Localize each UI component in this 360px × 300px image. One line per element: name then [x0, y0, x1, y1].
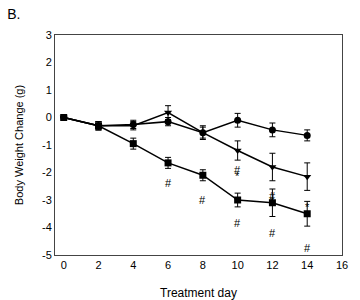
svg-text:B.: B.: [7, 6, 20, 22]
svg-text:0: 0: [61, 259, 67, 271]
svg-text:4: 4: [130, 259, 136, 271]
svg-text:12: 12: [266, 259, 278, 271]
svg-text:3: 3: [46, 29, 52, 41]
svg-text:*: *: [270, 195, 275, 207]
svg-text:#: #: [269, 190, 276, 202]
svg-text:#: #: [269, 227, 276, 239]
svg-text:16: 16: [336, 259, 348, 271]
svg-text:#: #: [234, 217, 241, 229]
svg-text:*: *: [305, 201, 310, 213]
svg-text:8: 8: [200, 259, 206, 271]
svg-text:2: 2: [46, 56, 52, 68]
svg-text:-1: -1: [42, 139, 52, 151]
svg-text:14: 14: [301, 259, 313, 271]
svg-text:0: 0: [46, 111, 52, 123]
svg-text:-2: -2: [42, 166, 52, 178]
svg-text:-4: -4: [42, 221, 52, 233]
svg-text:-3: -3: [42, 194, 52, 206]
svg-text:#: #: [199, 194, 206, 206]
svg-text:-5: -5: [42, 249, 52, 261]
svg-text:6: 6: [165, 259, 171, 271]
svg-text:Treatment day: Treatment day: [160, 286, 237, 300]
svg-text:*: *: [235, 170, 240, 182]
svg-text:1: 1: [46, 84, 52, 96]
svg-text:10: 10: [232, 259, 244, 271]
svg-text:#: #: [304, 242, 311, 254]
svg-text:#: #: [234, 164, 241, 176]
svg-text:#: #: [165, 177, 172, 189]
svg-text:2: 2: [95, 259, 101, 271]
svg-text:Body Weight Change (g): Body Weight Change (g): [13, 85, 25, 205]
